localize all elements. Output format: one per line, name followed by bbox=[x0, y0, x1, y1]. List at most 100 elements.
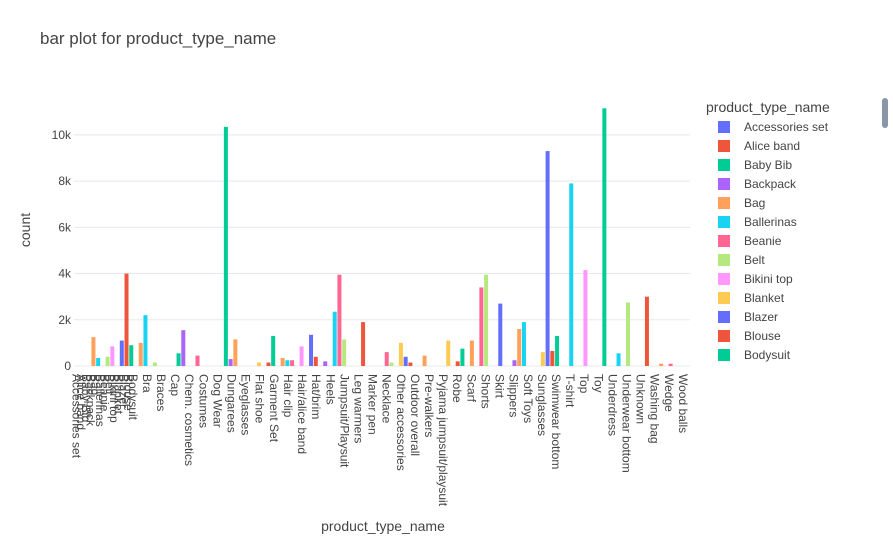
x-tick-label: Leg warmers bbox=[351, 374, 365, 443]
x-tick-label: Wood balls bbox=[676, 374, 690, 433]
bar bbox=[422, 355, 427, 366]
x-tick-label: Underdress bbox=[605, 374, 619, 436]
legend-swatch bbox=[718, 197, 730, 209]
x-tick-label: Swimwear bottom bbox=[549, 374, 563, 469]
legend-label: Bag bbox=[744, 196, 765, 210]
x-tick-label: Dog Wear bbox=[210, 374, 224, 428]
x-tick-label: Other accessories bbox=[394, 374, 408, 471]
bar bbox=[668, 363, 673, 366]
x-axis-title: product_type_name bbox=[321, 518, 445, 534]
y-tick-label: 10k bbox=[52, 128, 72, 142]
x-tick-label: Pre-walkers bbox=[422, 374, 436, 437]
bar bbox=[644, 296, 649, 366]
x-tick-label: Heels bbox=[323, 374, 337, 405]
bar bbox=[521, 322, 526, 366]
x-tick-label: Marker pen bbox=[366, 374, 380, 435]
legend-swatch bbox=[718, 330, 730, 342]
x-tick-label: Robe bbox=[450, 374, 464, 403]
legend-swatch bbox=[718, 311, 730, 323]
legend-swatch bbox=[718, 273, 730, 285]
bar bbox=[290, 360, 295, 366]
bar bbox=[602, 108, 607, 367]
x-tick-label: Sunglasses bbox=[535, 374, 549, 436]
bar bbox=[408, 362, 413, 366]
bar bbox=[569, 183, 574, 366]
bar bbox=[550, 350, 555, 366]
bar bbox=[460, 348, 465, 366]
x-tick-label: Cap bbox=[168, 374, 182, 396]
bar bbox=[129, 345, 134, 366]
legend-scrollbar[interactable] bbox=[882, 98, 888, 128]
bar bbox=[143, 315, 148, 366]
x-tick-label: Pyjama jumpsuit/playsuit bbox=[436, 374, 450, 507]
x-tick-label: Bra bbox=[140, 374, 154, 393]
bar bbox=[271, 335, 276, 366]
x-tick-label: Ballerinas bbox=[93, 374, 107, 427]
bar bbox=[195, 355, 200, 366]
x-tick-label: T-shirt bbox=[563, 374, 577, 408]
x-tick-label: Toy bbox=[591, 374, 605, 393]
bar bbox=[91, 337, 96, 366]
bar bbox=[110, 346, 115, 366]
legend-label: Accessories set bbox=[744, 120, 829, 134]
legend-label: Belt bbox=[744, 253, 765, 267]
bar bbox=[583, 270, 588, 366]
bar bbox=[517, 329, 522, 366]
bar bbox=[455, 361, 460, 366]
legend-swatch bbox=[718, 121, 730, 133]
x-tick-label: Shorts bbox=[478, 374, 492, 409]
x-tick-label: Chem. cosmetics bbox=[182, 374, 196, 466]
bar bbox=[484, 274, 489, 366]
y-tick-label: 0 bbox=[64, 359, 71, 373]
bar bbox=[138, 342, 143, 366]
bar bbox=[446, 340, 451, 366]
bar bbox=[105, 356, 110, 366]
bar bbox=[659, 363, 664, 366]
bar bbox=[280, 357, 285, 366]
bar bbox=[479, 287, 484, 366]
bar bbox=[152, 362, 157, 366]
x-tick-label: Outdoor overall bbox=[408, 374, 422, 456]
legend-label: Blanket bbox=[744, 291, 785, 305]
legend-swatch bbox=[718, 254, 730, 266]
bar bbox=[124, 273, 129, 366]
bar bbox=[233, 339, 238, 366]
bar bbox=[469, 340, 474, 366]
legend-label: Bodysuit bbox=[744, 348, 791, 362]
legend-label: Blouse bbox=[744, 329, 781, 343]
bar bbox=[616, 353, 621, 366]
x-tick-label: Washing bag bbox=[648, 374, 662, 444]
bar bbox=[342, 339, 347, 366]
x-tick-label: Soft Toys bbox=[521, 374, 535, 423]
legend-swatch bbox=[718, 292, 730, 304]
legend-swatch bbox=[718, 235, 730, 247]
y-tick-label: 6k bbox=[58, 220, 72, 234]
legend-swatch bbox=[718, 140, 730, 152]
x-tick-label: Bodysuit bbox=[126, 374, 140, 421]
x-tick-label: Hair clip bbox=[281, 374, 295, 418]
y-tick-label: 4k bbox=[58, 267, 72, 281]
x-tick-label: Slippers bbox=[507, 374, 521, 417]
bar bbox=[403, 356, 408, 366]
legend-label: Backpack bbox=[744, 177, 797, 191]
x-tick-label: Hat/brim bbox=[309, 374, 323, 419]
x-tick-label: Dungarees bbox=[225, 374, 239, 433]
legend-swatch bbox=[718, 178, 730, 190]
bar bbox=[223, 126, 228, 366]
legend-swatch bbox=[718, 216, 730, 228]
x-tick-label: Unknown bbox=[634, 374, 648, 424]
bar bbox=[512, 360, 517, 366]
bar bbox=[626, 302, 631, 366]
x-tick-label: Blazer bbox=[116, 374, 130, 408]
bar bbox=[361, 322, 366, 366]
x-tick-label: Wedge bbox=[662, 374, 676, 412]
x-tick-label: Top bbox=[577, 374, 591, 394]
bar bbox=[313, 356, 318, 366]
bar bbox=[266, 362, 271, 366]
chart-title: bar plot for product_type_name bbox=[40, 29, 276, 48]
bar bbox=[256, 362, 261, 366]
bar bbox=[176, 353, 181, 366]
legend-swatch bbox=[718, 159, 730, 171]
bar bbox=[228, 359, 233, 366]
